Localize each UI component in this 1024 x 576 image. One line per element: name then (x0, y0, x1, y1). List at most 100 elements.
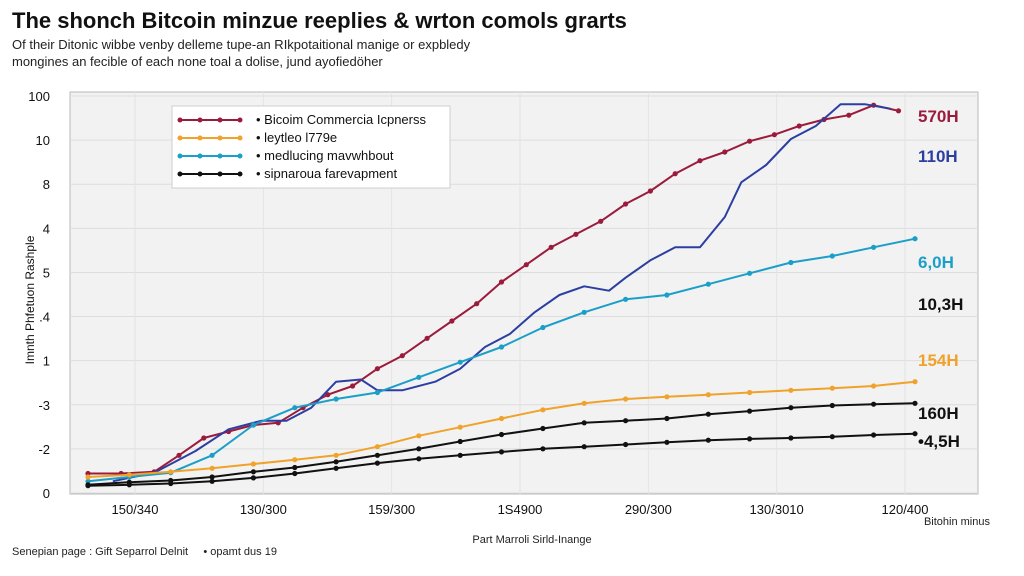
y-tick-label: 10 (36, 133, 50, 148)
data-point (581, 400, 587, 406)
legend-marker (197, 117, 203, 123)
data-point (540, 446, 546, 452)
data-point (333, 396, 339, 402)
series-end-label: 6,0H (918, 253, 954, 272)
data-point (664, 292, 670, 298)
legend-marker (197, 153, 203, 159)
y-tick-label: 4 (43, 221, 50, 236)
data-point (581, 420, 587, 426)
data-point (209, 465, 215, 471)
data-point (664, 439, 670, 445)
data-point (623, 418, 629, 424)
data-point (540, 324, 546, 331)
data-point (449, 318, 455, 324)
y-tick-label: -2 (38, 442, 50, 457)
data-point (846, 112, 852, 118)
data-point (747, 389, 753, 396)
x-tick-label: 159/300 (368, 502, 415, 517)
legend-marker (177, 171, 183, 177)
data-point (498, 415, 505, 422)
data-point (705, 392, 711, 398)
y-tick-label: 8 (43, 177, 50, 192)
legend-marker (237, 171, 243, 177)
data-point (788, 259, 794, 266)
data-point (416, 374, 422, 380)
data-point (672, 171, 678, 177)
data-point (895, 108, 902, 114)
footer-right-text: • opamt dus 19 (203, 546, 277, 558)
data-point (374, 444, 380, 450)
data-point (912, 236, 918, 242)
data-point (374, 366, 380, 372)
footer: Senepian page : Gift Separrol Delnit • o… (12, 546, 277, 558)
data-point (829, 402, 835, 409)
legend-marker (217, 153, 223, 159)
end-labels: 570H 110H 6,0H 154H 160H •4,5H 10,3H (918, 107, 963, 451)
data-point (747, 138, 753, 144)
data-point (374, 389, 380, 396)
footer-left-text: Senepian page : Gift Separrol Delnit (12, 546, 189, 558)
data-point (871, 383, 877, 389)
data-point (333, 452, 339, 458)
data-point (250, 422, 256, 428)
data-point (498, 344, 505, 350)
data-point (664, 394, 670, 400)
legend: • Bicoim Commercia Icpnerss • leytleo l77… (171, 105, 451, 189)
x-axis-label: Part Marroli Sirld-Inange (472, 534, 591, 546)
data-point (457, 452, 463, 458)
y-tick-label: 100 (28, 89, 50, 104)
data-point (705, 281, 711, 287)
x-axis-label-right: Bitohin minus (924, 516, 991, 528)
legend-marker (217, 171, 223, 177)
data-point (325, 392, 331, 398)
data-point (176, 452, 182, 458)
x-tick-label: 120/400 (882, 502, 929, 517)
x-tick-label: 150/340 (112, 502, 159, 517)
extra-end-label: 10,3H (918, 295, 963, 314)
y-tick-labels: 0 -2 -3 1 .4 5 4 8 10 100 (28, 89, 50, 501)
legend-label: • leytleo l779e (256, 130, 337, 145)
data-point (424, 335, 430, 341)
y-tick-label: 5 (43, 265, 50, 280)
x-tick-label: 290/300 (625, 502, 672, 517)
x-tick-labels: 150/340 130/300 159/300 1S4900 290/300 130/30… (112, 502, 929, 517)
data-point (292, 457, 298, 463)
data-point (209, 478, 215, 484)
legend-marker (237, 135, 243, 141)
legend-label: • medlucing mavwhbout (256, 148, 394, 163)
data-point (168, 469, 174, 475)
data-point (457, 359, 463, 365)
data-point (85, 483, 91, 489)
data-point (333, 459, 339, 465)
legend-marker (217, 117, 223, 123)
data-point (747, 270, 753, 276)
series-group (85, 102, 918, 489)
data-point (573, 231, 579, 237)
data-point (85, 474, 91, 480)
x-tick-label: 1S4900 (498, 502, 543, 517)
data-point (540, 407, 546, 413)
legend-marker (177, 135, 183, 141)
data-point (374, 460, 380, 466)
data-point (498, 279, 505, 285)
legend-marker (237, 153, 243, 159)
legend-label: • sipnaroua farevapment (256, 166, 398, 181)
series-end-label: 154H (918, 351, 959, 370)
legend-marker (177, 117, 183, 123)
data-point (623, 441, 629, 448)
data-point (788, 435, 794, 441)
data-point (374, 452, 380, 458)
data-point (912, 379, 918, 385)
data-point (771, 132, 778, 138)
x-tick-label: 130/3010 (750, 502, 804, 517)
data-point (871, 401, 877, 407)
data-point (350, 383, 356, 389)
data-point (788, 387, 794, 393)
data-point (250, 475, 256, 481)
data-point (250, 461, 256, 467)
data-point (705, 437, 711, 443)
data-point (168, 480, 174, 487)
data-point (829, 434, 835, 440)
data-point (796, 123, 802, 129)
chart-subtitle: Of their Ditonic wibbe venby delleme tup… (12, 36, 470, 70)
